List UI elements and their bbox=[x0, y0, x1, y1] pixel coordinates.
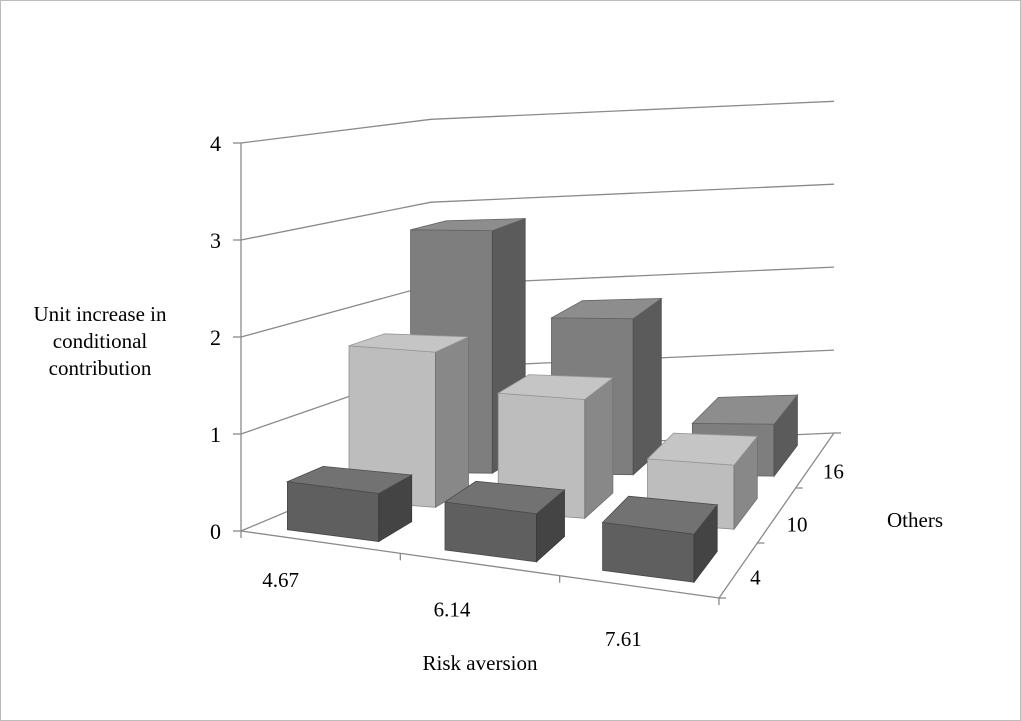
bar-side-face bbox=[632, 297, 662, 476]
y-tick-label: 0 bbox=[210, 519, 221, 544]
bar bbox=[443, 480, 566, 563]
bar bbox=[285, 465, 414, 543]
bar-top-face bbox=[646, 432, 759, 466]
x-tick-label: 4.67 bbox=[262, 568, 299, 592]
bar-top-face bbox=[285, 465, 414, 494]
depth-tick-label: 4 bbox=[750, 566, 761, 590]
y-tick-label: 4 bbox=[210, 131, 221, 156]
bar-top-face bbox=[691, 394, 799, 425]
y-tick-label: 2 bbox=[210, 325, 221, 350]
bar-top-face bbox=[601, 495, 718, 535]
y-axis-title-line-3: contribution bbox=[48, 356, 152, 380]
x-tick-label: 6.14 bbox=[434, 598, 471, 622]
depth-axis-title: Others bbox=[887, 508, 943, 532]
depth-tick-label: 10 bbox=[787, 513, 808, 537]
chart-labels: 0 1 2 3 4 4.67 6.14 7.61 4 10 16 Risk aversion Other… bbox=[210, 131, 943, 675]
bar-top-face bbox=[443, 480, 566, 515]
x-tick-label: 7.61 bbox=[605, 627, 642, 651]
y-axis-title-line-2: conditional bbox=[52, 329, 148, 353]
gridline bbox=[240, 100, 835, 144]
y-axis-title-line-1: Unit increase in bbox=[33, 302, 167, 326]
chart-walls bbox=[233, 100, 841, 605]
gridline bbox=[240, 266, 835, 338]
depth-axis-line bbox=[718, 432, 835, 599]
bar-top-face bbox=[410, 218, 526, 232]
x-axis-title: Risk aversion bbox=[423, 651, 538, 675]
chart-bars bbox=[285, 217, 799, 584]
depth-tick-label: 16 bbox=[823, 460, 844, 484]
y-tick-label: 1 bbox=[210, 422, 221, 447]
bar-side-face bbox=[435, 336, 469, 509]
y-tick-label: 3 bbox=[210, 228, 221, 253]
bar-top-face bbox=[348, 333, 469, 353]
bar-top-face bbox=[496, 374, 615, 400]
bar bbox=[601, 495, 718, 584]
bar-top-face bbox=[549, 297, 663, 320]
y-axis-title: Unit increase in conditional contributio… bbox=[9, 301, 191, 382]
bar bbox=[348, 333, 469, 509]
bar-side-face bbox=[584, 376, 614, 520]
x-axis-line bbox=[240, 530, 720, 599]
gridline bbox=[240, 183, 835, 241]
